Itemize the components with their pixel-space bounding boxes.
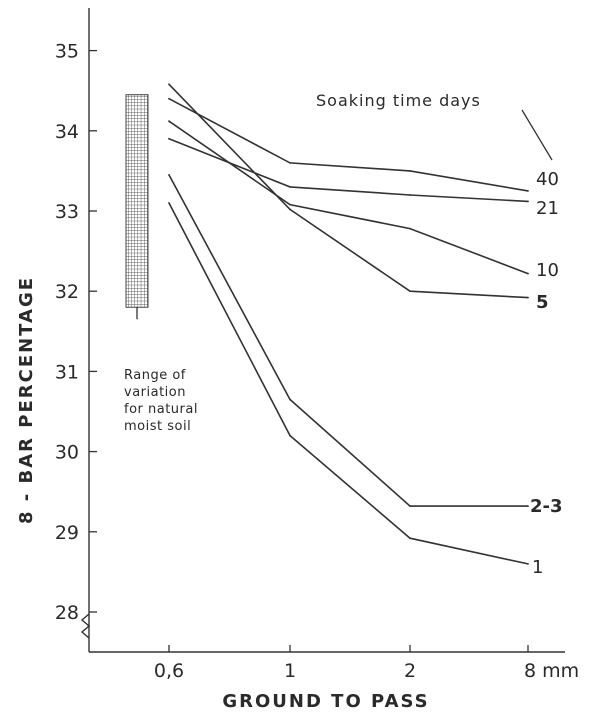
data-point-21 bbox=[168, 137, 170, 140]
x-tick-label: 8 mm bbox=[524, 660, 579, 682]
series-line-2-3 bbox=[168, 174, 528, 507]
x-tick-label: 2 bbox=[404, 660, 416, 682]
data-point-40 bbox=[168, 97, 170, 100]
series-line-1 bbox=[168, 202, 529, 565]
data-point-10 bbox=[168, 120, 170, 123]
data-point-10 bbox=[409, 227, 411, 230]
series-label-5: 5 bbox=[536, 292, 549, 313]
legend-pointer bbox=[521, 109, 553, 161]
data-point-2-3 bbox=[168, 174, 170, 176]
annotation-line-1: Range of bbox=[124, 368, 186, 383]
data-point-2-3 bbox=[289, 398, 291, 401]
series-label-40: 40 bbox=[536, 169, 559, 190]
x-axis-title: GROUND TO PASS bbox=[222, 691, 429, 712]
x-ticks: 0,6 1 2 8 mm bbox=[154, 645, 579, 682]
series-line-21 bbox=[168, 138, 529, 203]
x-tick-label: 1 bbox=[284, 660, 296, 682]
series-label-10: 10 bbox=[536, 260, 559, 281]
series-line-5 bbox=[168, 83, 529, 299]
data-point-21 bbox=[289, 186, 291, 188]
series-line-40 bbox=[168, 97, 529, 192]
series-line-10 bbox=[168, 120, 529, 275]
data-point-5 bbox=[168, 83, 170, 86]
axis-break-icon bbox=[80, 613, 91, 639]
y-tick-label: 34 bbox=[55, 121, 79, 143]
y-ticks: 28 29 30 31 32 33 34 35 bbox=[55, 41, 97, 624]
data-point-40 bbox=[409, 170, 411, 172]
data-point-1 bbox=[409, 537, 411, 540]
data-point-21 bbox=[409, 194, 411, 196]
y-tick-label: 35 bbox=[55, 41, 79, 63]
series-label-2-3: 2-3 bbox=[530, 496, 563, 517]
data-point-10 bbox=[527, 272, 529, 275]
data-point-1 bbox=[289, 434, 291, 437]
series-lines bbox=[168, 83, 529, 565]
y-tick-label: 30 bbox=[55, 442, 79, 464]
series-label-1: 1 bbox=[532, 557, 543, 578]
annotation-line-3: for natural bbox=[124, 402, 198, 417]
data-point-40 bbox=[527, 190, 529, 192]
y-tick-label: 32 bbox=[55, 281, 79, 303]
data-point-40 bbox=[289, 162, 291, 164]
annotation-line-2: variation bbox=[124, 385, 186, 400]
data-point-10 bbox=[289, 203, 291, 206]
y-tick-label: 28 bbox=[55, 602, 79, 624]
data-point-2-3 bbox=[409, 505, 411, 507]
range-annotation: Range of variation for natural moist soi… bbox=[124, 368, 203, 434]
y-tick-label: 31 bbox=[55, 361, 79, 383]
data-point-5 bbox=[527, 296, 529, 299]
y-axis-title: 8 - BAR PERCENTAGE bbox=[16, 276, 37, 524]
x-tick-label: 0,6 bbox=[154, 660, 184, 682]
data-point-1 bbox=[527, 563, 529, 565]
data-point-21 bbox=[527, 200, 529, 203]
data-point-5 bbox=[289, 208, 291, 211]
data-point-1 bbox=[168, 202, 170, 204]
annotation-line-4: moist soil bbox=[124, 419, 191, 434]
legend-title: Soaking time days bbox=[316, 91, 481, 110]
y-tick-label: 29 bbox=[55, 522, 79, 544]
series-labels: 40 21 10 5 2-3 1 bbox=[530, 169, 563, 578]
y-tick-label: 33 bbox=[55, 201, 79, 223]
natural-range-band bbox=[125, 94, 149, 308]
data-point-2-3 bbox=[527, 505, 529, 507]
series-label-21: 21 bbox=[536, 198, 559, 219]
data-point-5 bbox=[409, 290, 411, 293]
